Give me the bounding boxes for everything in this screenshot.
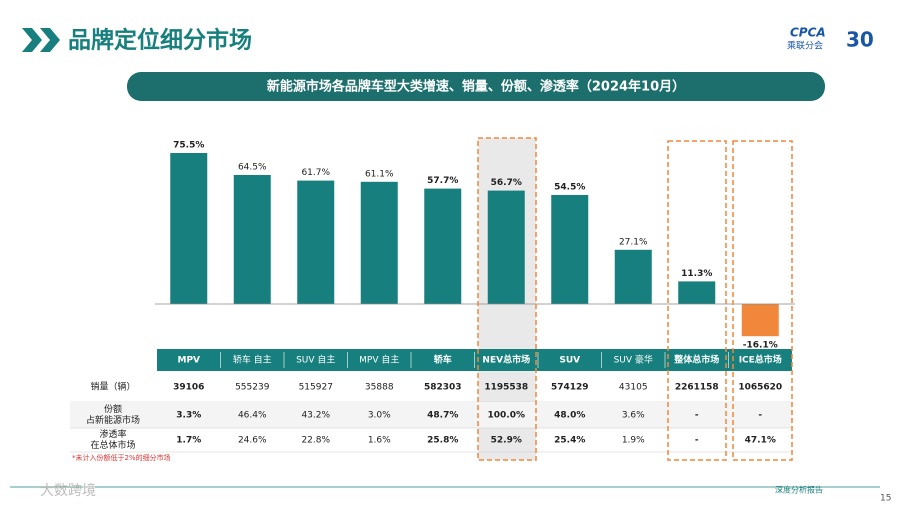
page-number: 15 [880,494,891,504]
table-cell: 46.4% [238,411,267,421]
table-cell: 574129 [551,383,589,393]
table-cell: 1.9% [622,436,645,446]
watermark: 大数跨境 [40,483,96,499]
bar [233,175,271,304]
bar [741,304,779,337]
highlight-box [667,140,727,461]
value-label: 54.5% [554,183,585,193]
table-cell: 48.7% [427,411,458,421]
bar [360,181,398,304]
value-label: 27.1% [619,237,648,247]
row-label: 占新能源市场 [86,414,140,426]
chevron [40,28,60,52]
table-cell: 2261158 [675,383,719,393]
value-label: 75.5% [173,141,204,151]
table-cell: 24.6% [238,436,267,446]
table-cell: 52.9% [491,436,522,446]
bar [297,180,335,304]
table-cell: 48.0% [554,411,585,421]
value-label: 61.1% [365,169,394,179]
bar [487,190,525,304]
table-cell: - [695,436,699,446]
report-label: 深度分析报告 [775,485,823,495]
table-cell: 515927 [299,383,333,393]
column-header: MPV 自主 [359,354,399,366]
logo-text: CPCA [790,26,826,40]
table-cell: 1065620 [738,383,782,393]
table-cell: 39106 [173,383,204,393]
value-label: 61.7% [301,168,330,178]
column-header: ICE总市场 [739,354,782,366]
column-header: 轿车 自主 [233,354,272,366]
table-cell: 25.8% [427,436,458,446]
column-header: MPV [177,356,200,366]
slide-title: 品牌定位细分市场 [68,27,252,54]
column-header: SUV 自主 [296,354,335,366]
plot: 75.5% 64.5% 61.7% 61.1% 57.7% 56.7% 54.5% 27.1%… [70,141,795,453]
table-cell: 43.2% [301,411,330,421]
column-header: SUV [559,356,580,366]
table-cell: 43105 [619,383,648,393]
table-cell: 22.8% [301,436,330,446]
bar [424,188,462,304]
chevron [22,28,42,52]
row-label: 份额 [104,403,122,415]
table-cell: 3.3% [176,411,201,421]
table-cell: - [758,411,762,421]
row-label: 销量（辆） [90,381,135,393]
table-cell: 35888 [365,383,394,393]
bar [170,153,208,304]
table-cell: 3.0% [368,411,391,421]
value-label: 11.3% [681,269,712,279]
value-label: -16.1% [743,341,778,351]
row-band [70,402,792,428]
table-cell: 100.0% [488,411,526,421]
anniversary: 30 [846,28,874,52]
table-cell: - [695,411,699,421]
note: *未计入份额低于2%的细分市场 [72,453,171,462]
row-label: 在总体市场 [90,439,135,451]
table-cell: 555239 [235,383,270,393]
table-cell: 47.1% [745,436,776,446]
value-label: 56.7% [491,178,522,188]
table-cell: 1.7% [176,436,201,446]
value-label: 57.7% [427,176,458,186]
logo-cn: 乘联分会 [787,40,823,52]
highlight-box [477,137,537,461]
column-header: 轿车 [434,354,452,366]
table-cell: 1195538 [484,383,528,393]
subtitle-banner [127,72,825,101]
table-cell: 582303 [424,383,462,393]
row-label: 渗透率 [99,428,126,440]
value-label: 64.5% [238,163,267,173]
column-header: SUV 豪华 [614,354,653,366]
table-cell: 1.6% [368,436,391,446]
bar [614,249,652,304]
bar [551,195,589,304]
column-header: NEV总市场 [482,354,530,366]
table-cell: 25.4% [554,436,585,446]
column-header: 整体总市场 [673,354,719,366]
subtitle: 新能源市场各品牌车型大类增速、销量、份额、渗透率（2024年10月） [267,79,685,95]
bar [678,281,716,304]
highlight-box [732,140,793,461]
table-cell: 3.6% [622,411,645,421]
